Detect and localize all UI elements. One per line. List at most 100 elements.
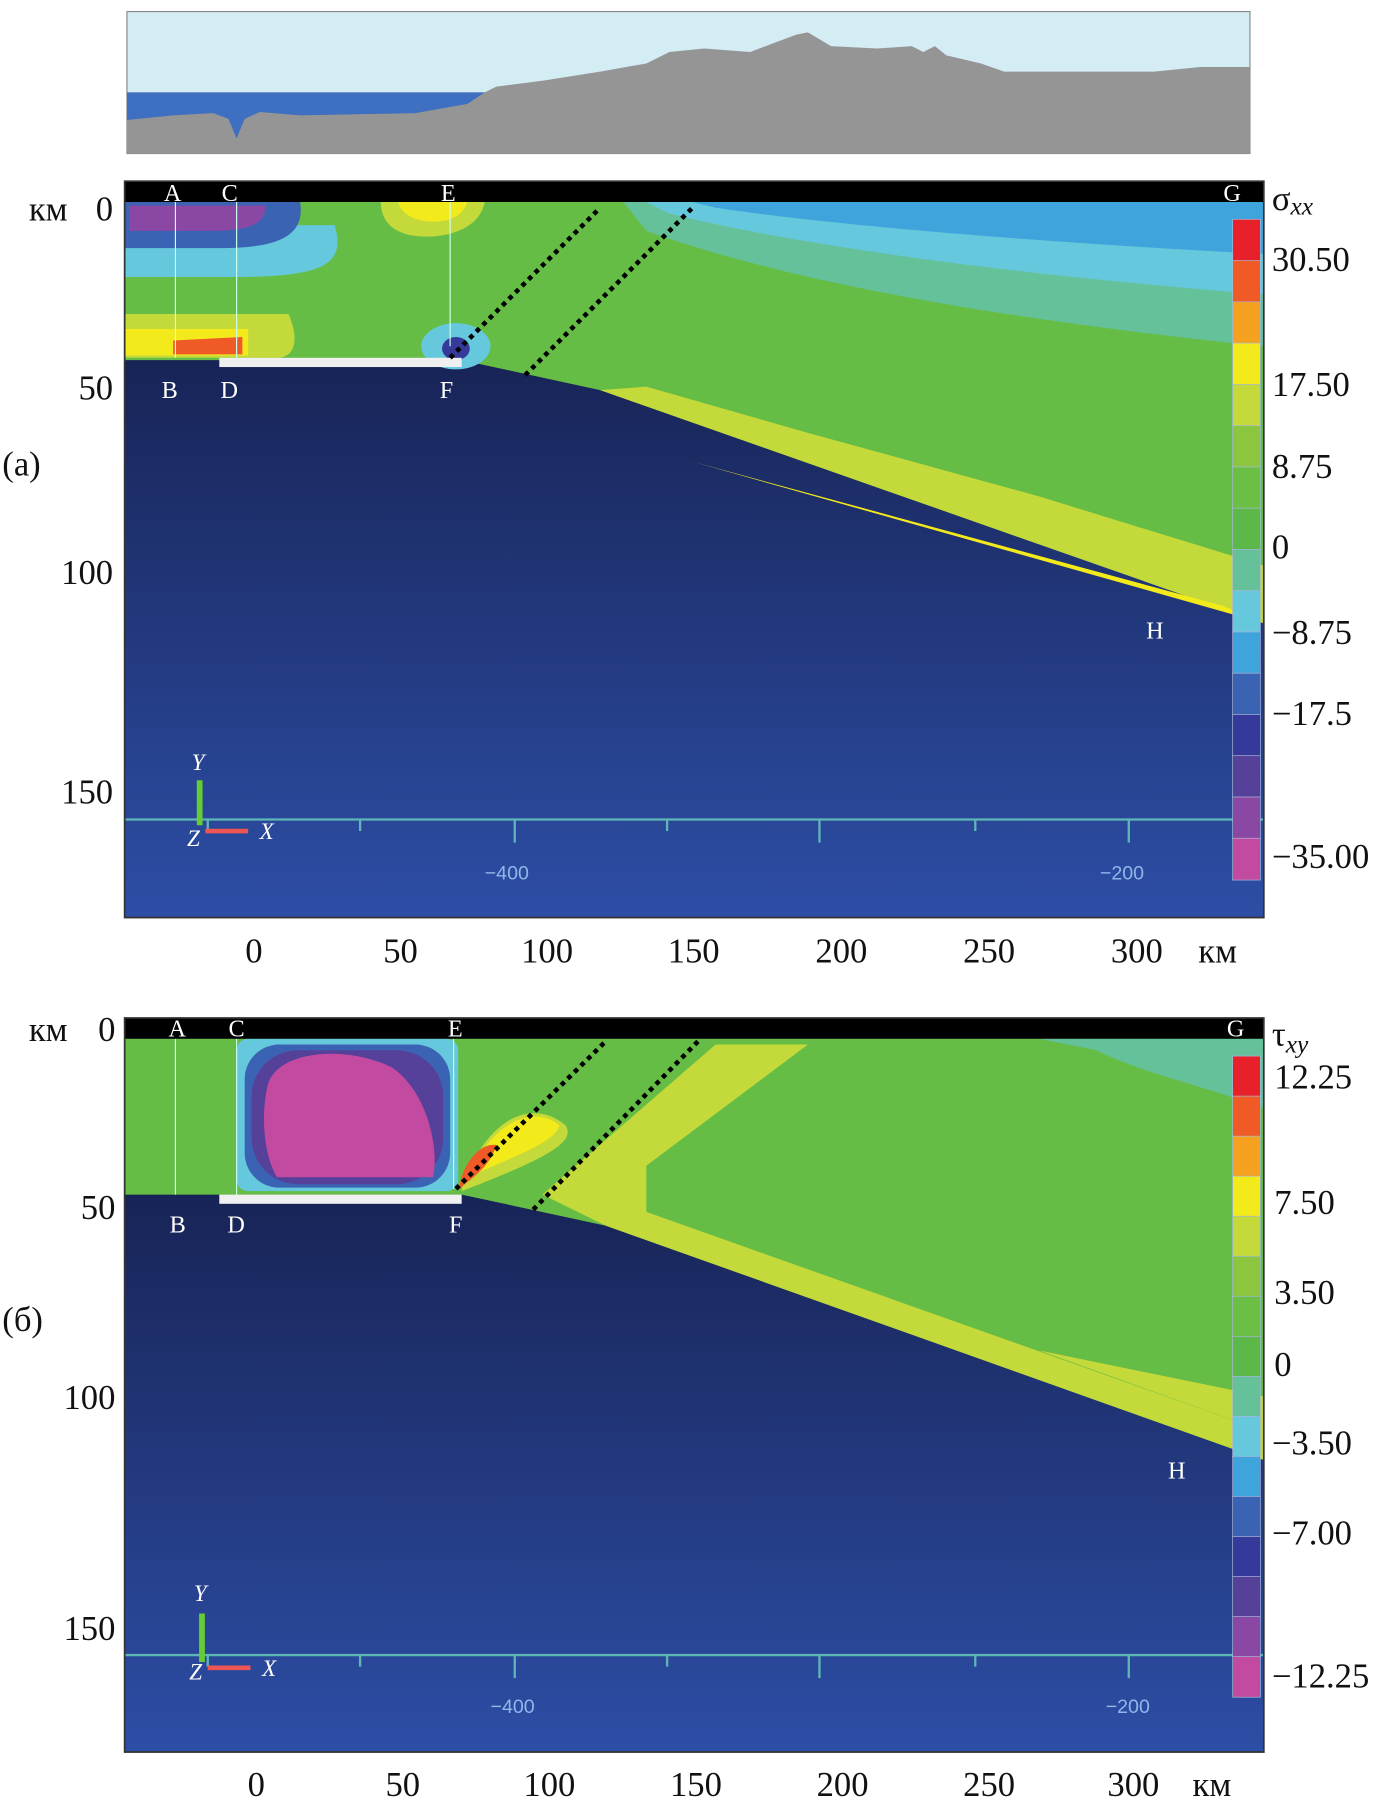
colorbar-label: 8.75	[1272, 448, 1333, 486]
y-unit-label: км	[29, 1011, 68, 1049]
y-tick-labels: 0 50 100 150	[63, 1011, 115, 1648]
x-tick-label: 200	[815, 933, 867, 971]
x-tick-label: 300	[1111, 933, 1163, 971]
colorbar-bin	[1232, 1135, 1261, 1178]
x-tick-label: 250	[963, 933, 1015, 971]
fault-line-1	[454, 1039, 608, 1191]
point-label-e: E	[448, 1015, 463, 1042]
x-tick-label: 150	[668, 933, 720, 971]
inner-tick-label: −400	[485, 862, 529, 884]
y-tick-label: 100	[61, 554, 113, 592]
triad-y-label: Y	[192, 749, 207, 775]
y-tick-label: 50	[81, 1189, 116, 1227]
y-tick-label: 0	[98, 1011, 115, 1049]
contour-blue	[692, 201, 1264, 254]
y-tick-label: 150	[61, 773, 113, 811]
colorbar-bin	[1232, 1095, 1261, 1138]
point-label-d: D	[227, 1212, 245, 1239]
colorbar-bin	[1232, 672, 1261, 716]
point-label-h: H	[1146, 617, 1164, 644]
colorbar-label: −35.00	[1272, 838, 1369, 876]
white-bar	[219, 357, 462, 368]
inner-ticks	[206, 1655, 1130, 1679]
x-tick-labels: 0 50 100 150 200 250 300 км	[245, 933, 1237, 971]
colorbar-label: 0	[1274, 1346, 1291, 1384]
colorbar-bin	[1232, 260, 1261, 303]
x-tick-label: 100	[521, 933, 573, 971]
colorbar-label: 17.50	[1272, 366, 1350, 404]
colorbar-bin	[1232, 1255, 1261, 1298]
x-tick-label: 150	[670, 1766, 722, 1804]
colorbar-title: τxy	[1272, 1016, 1309, 1059]
contour-yg-right	[1038, 1350, 1264, 1432]
colorbar-labels: 30.50 17.50 8.75 0 −8.75 −17.5 −35.00	[1272, 241, 1369, 876]
colorbar-bin	[1232, 1656, 1261, 1698]
point-label-h: H	[1168, 1458, 1186, 1485]
x-tick-label: 50	[383, 933, 418, 971]
point-label-b: B	[162, 377, 178, 404]
profile-sea	[126, 92, 485, 139]
fault-line-2	[531, 1039, 700, 1212]
axis-triad: Y Z X	[187, 749, 275, 851]
colorbar-bin	[1232, 1295, 1261, 1338]
point-label-b: B	[170, 1212, 186, 1239]
y-tick-labels: 0 50 100 150	[61, 190, 113, 811]
colorbar-label: −12.25	[1272, 1657, 1369, 1695]
colorbar-labels: 12.25 7.50 3.50 0 −3.50 −7.00 −12.25	[1272, 1058, 1369, 1695]
colorbar-bin	[1232, 342, 1261, 386]
colorbar-label: 7.50	[1274, 1184, 1335, 1222]
colorbar-bin	[1232, 1335, 1261, 1378]
colorbar-bin	[1232, 1616, 1261, 1658]
colorbar-bin	[1232, 218, 1261, 262]
colorbar-label: 12.25	[1274, 1058, 1352, 1096]
panel-label: (a)	[2, 446, 40, 484]
x-tick-label: 200	[817, 1766, 869, 1804]
colorbar-bin	[1232, 1576, 1261, 1618]
top-bar	[124, 1017, 1264, 1039]
contour-red-left	[173, 337, 243, 355]
point-label-d: D	[220, 377, 238, 404]
point-label-g: G	[1223, 180, 1240, 207]
plot-frame	[123, 180, 1265, 919]
colorbar-bin	[1232, 755, 1261, 798]
triad-x-label: X	[259, 818, 275, 844]
contour-yellow-f	[467, 1116, 560, 1178]
x-tick-label: 0	[245, 933, 262, 971]
colorbar-bin	[1232, 1536, 1261, 1578]
triad-z-label: Z	[187, 825, 201, 851]
x-tick-labels: 0 50 100 150 200 250 300 км	[248, 1766, 1232, 1804]
inner-tick-label: −400	[491, 1696, 535, 1718]
panel-b: −400 −200 Y Z X A C E G B D F H τxy 12.2…	[2, 1011, 1369, 1804]
colorbar-label: 3.50	[1274, 1274, 1335, 1312]
contour-purple-left	[129, 205, 266, 231]
contour-teal-right	[1038, 1038, 1264, 1109]
triad-x-label: X	[261, 1655, 277, 1681]
colorbar-title: σxx	[1272, 180, 1314, 221]
colorbar-bin	[1232, 714, 1261, 757]
colorbar-bin	[1232, 1456, 1261, 1498]
panel-a: −400 −200 Y Z X A C E G B D F H σxx 30.5…	[2, 180, 1369, 971]
x-tick-label: 0	[248, 1766, 265, 1804]
point-label-f: F	[449, 1212, 462, 1239]
contour-yellowgreen	[600, 386, 1264, 624]
x-tick-label: 100	[523, 1766, 575, 1804]
point-label-g: G	[1227, 1015, 1245, 1042]
inner-ticks	[206, 819, 1130, 843]
colorbar-bin	[1232, 1215, 1261, 1258]
y-tick-label: 0	[96, 190, 113, 228]
contour-dark-f	[442, 337, 470, 361]
point-label-f: F	[440, 377, 453, 404]
y-tick-label: 150	[63, 1610, 115, 1648]
panel-label: (б)	[2, 1301, 43, 1339]
colorbar-label: −3.50	[1272, 1424, 1352, 1462]
colorbar-label: 0	[1272, 529, 1289, 567]
colorbar-bin	[1232, 1376, 1261, 1418]
colorbar-label: 30.50	[1272, 241, 1350, 279]
colorbar-bin	[1232, 1175, 1261, 1218]
y-tick-label: 50	[78, 369, 113, 407]
triad-y-label: Y	[194, 1580, 209, 1606]
point-label-c: C	[229, 1015, 245, 1042]
colorbar-bin	[1232, 301, 1261, 345]
colorbar-label: −17.5	[1272, 695, 1352, 733]
plot-frame	[123, 1017, 1265, 1753]
